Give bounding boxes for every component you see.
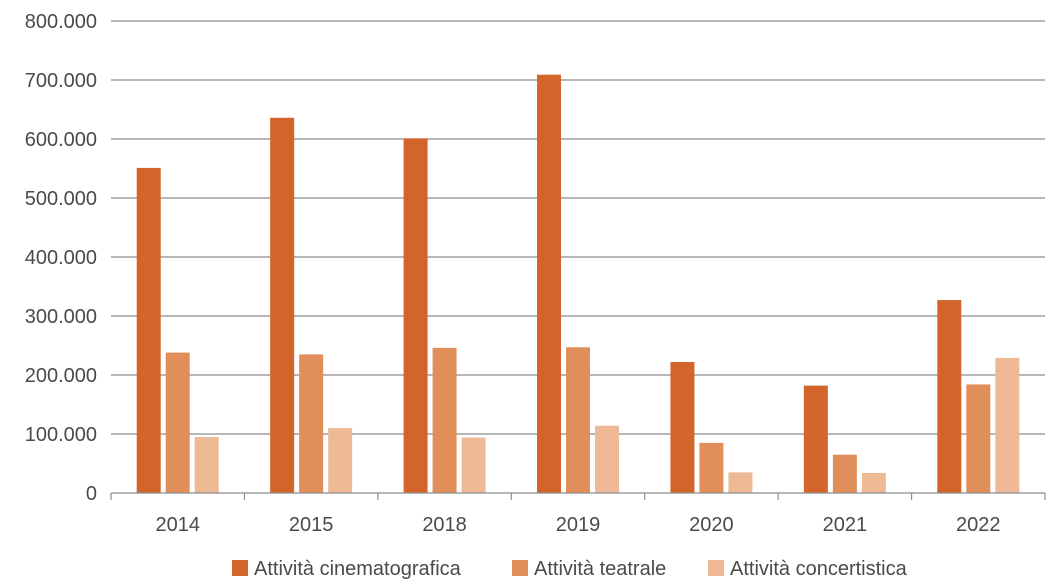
legend: Attività cinematografica Attività teatral… [232, 558, 908, 580]
bar-2018-series-3 [461, 437, 486, 493]
bar-2020-series-2 [699, 442, 724, 493]
y-tick-label: 800.000 [25, 11, 97, 33]
y-tick-label: 400.000 [25, 247, 97, 269]
bar-2022-series-3 [995, 357, 1020, 493]
legend-swatch [232, 560, 248, 576]
bar-2020-series-3 [728, 472, 753, 493]
bar-2019-series-1 [537, 74, 561, 493]
bar-2018-series-2 [432, 347, 457, 493]
bar-2018-series-1 [403, 138, 428, 493]
x-tick-label: 2020 [689, 514, 734, 536]
bar-2015-series-1 [270, 117, 295, 493]
y-tick-label: 600.000 [25, 129, 97, 151]
x-tick-label: 2021 [823, 514, 868, 536]
bar-2021-series-1 [803, 385, 828, 493]
x-tick-label: 2014 [155, 514, 200, 536]
x-tick-label: 2019 [556, 514, 601, 536]
y-tick-label: 500.000 [25, 188, 97, 210]
y-tick-label: 700.000 [25, 70, 97, 92]
x-axis: 2014 2015 2018 2019 2020 2021 2022 [110, 492, 1046, 536]
bar-2019-series-3 [595, 425, 619, 493]
x-tick-label: 2022 [956, 514, 1001, 536]
y-tick-label: 300.000 [25, 306, 97, 328]
legend-swatch [708, 560, 724, 576]
bar-2020-series-1 [670, 362, 695, 493]
bar-2022-series-2 [966, 384, 991, 493]
y-tick-label: 0 [86, 483, 97, 505]
bar-2022-series-1 [937, 300, 962, 493]
bar-2021-series-2 [832, 454, 857, 493]
legend-label: Attività concertistica [730, 558, 908, 580]
y-tick-label: 200.000 [25, 365, 97, 387]
bar-2014-series-1 [136, 167, 161, 493]
bars [136, 74, 1020, 493]
y-axis-tick-labels: 0 100.000 200.000 300.000 400.000 500.000 600.… [25, 11, 97, 505]
bar-2019-series-2 [566, 347, 590, 493]
x-tick-label: 2018 [422, 514, 467, 536]
legend-label: Attività teatrale [534, 558, 666, 580]
legend-label: Attività cinematografica [254, 558, 462, 580]
gridlines [111, 20, 1045, 435]
y-tick-label: 100.000 [25, 424, 97, 446]
bar-2015-series-2 [299, 354, 324, 493]
x-tick-label: 2015 [289, 514, 334, 536]
bar-2021-series-3 [861, 472, 886, 493]
bar-2015-series-3 [328, 428, 353, 493]
legend-swatch [512, 560, 528, 576]
bar-2014-series-3 [194, 436, 219, 493]
bar-2014-series-2 [165, 352, 190, 493]
